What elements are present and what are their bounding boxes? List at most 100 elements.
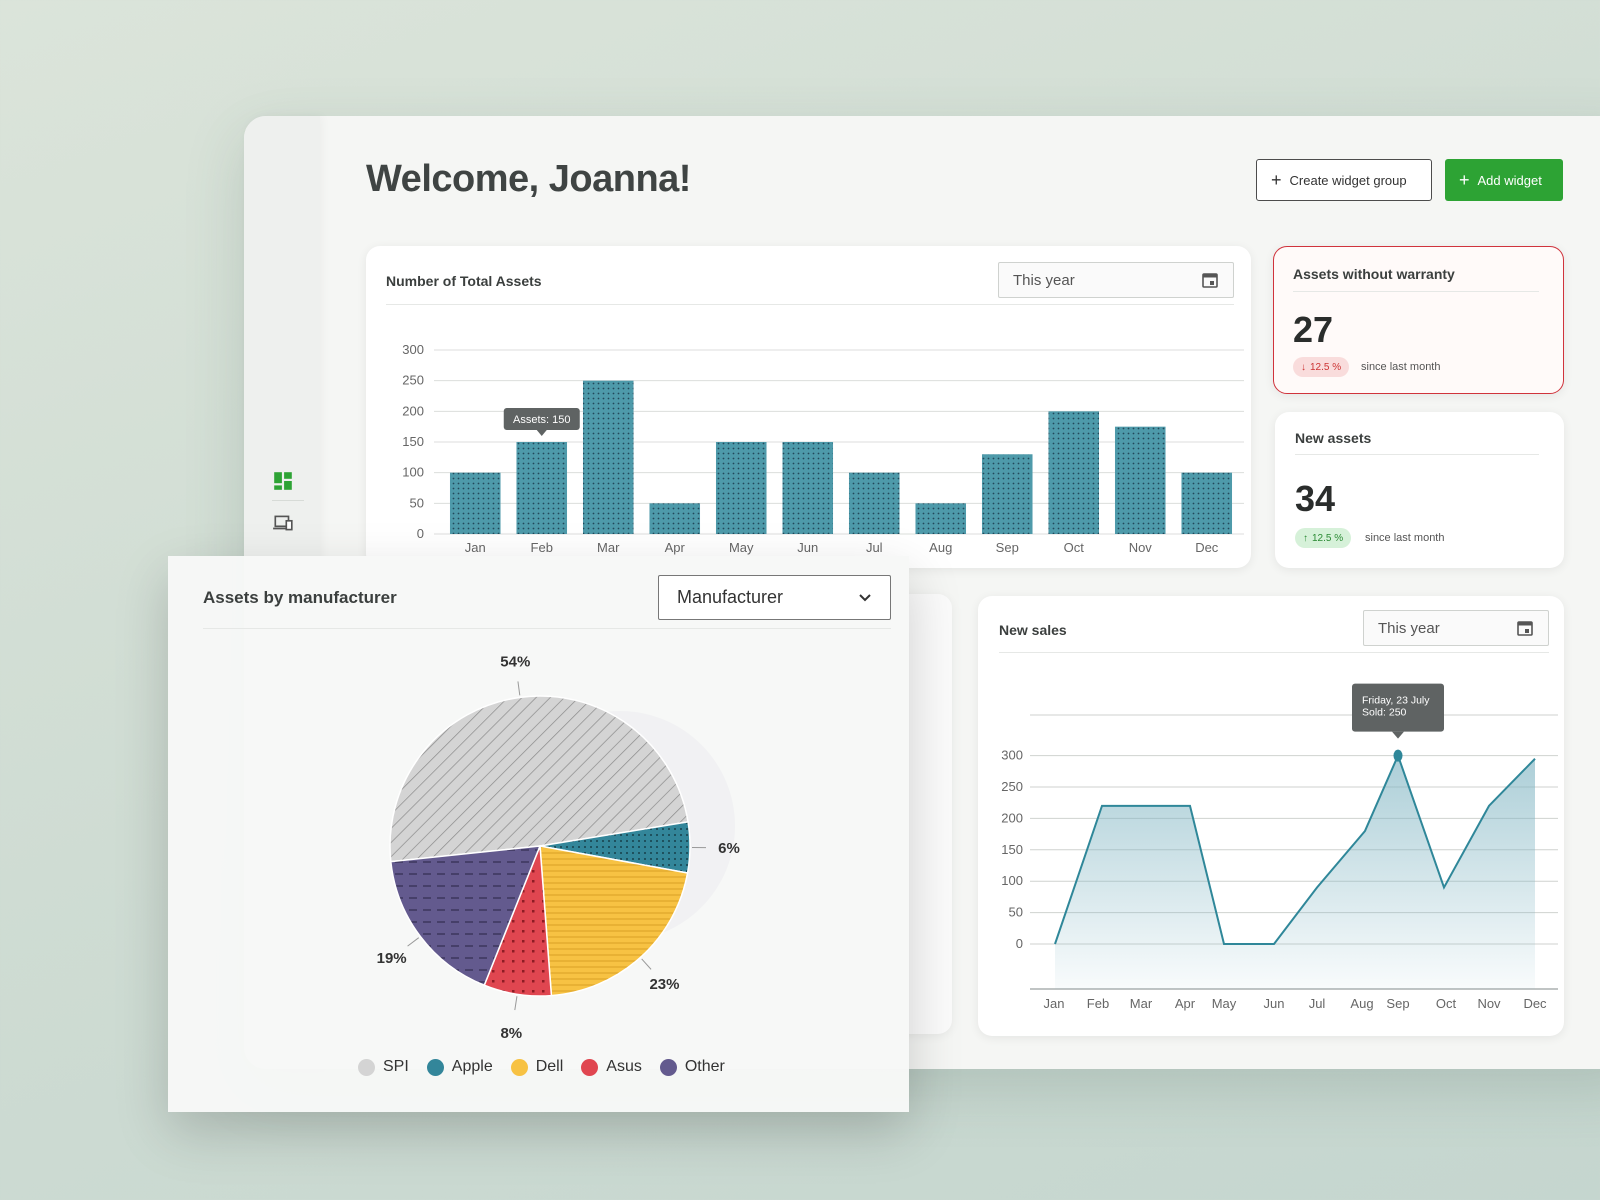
status-badge: ↑ 12.5 % (1295, 528, 1352, 548)
legend-label: Dell (535, 1058, 564, 1075)
card-divider (1295, 454, 1539, 455)
manufacturer-select-value: Manufacturer (677, 587, 784, 607)
card-divider (386, 304, 1234, 305)
page-title: Welcome, Joanna! (366, 158, 691, 200)
y-tick-label: 0 (417, 526, 424, 541)
new-assets-value: 34 (1295, 478, 1336, 519)
x-tick-label: Dec (1523, 996, 1547, 1011)
add-widget-button[interactable]: + Add widget (1445, 159, 1563, 201)
new-sales-period-select[interactable]: This year (1363, 610, 1549, 646)
status-badge: ↓ 12.5 % (1293, 357, 1350, 377)
new-assets-title: New assets (1295, 430, 1372, 446)
card-divider (1293, 291, 1539, 292)
y-tick-label: 0 (1016, 936, 1023, 951)
create-widget-group-button[interactable]: + Create widget group (1256, 159, 1432, 201)
bar (848, 472, 900, 534)
sidebar-separator (272, 500, 304, 501)
series-line (1054, 752, 1536, 945)
area-chart: 0 50 100 150 200 250 300 Jan Feb Mar Apr May Jun Jul A… (1001, 683, 1558, 1011)
new-sales-title: New sales (999, 622, 1067, 638)
y-tick-label: 150 (1001, 842, 1023, 857)
y-tick-label: 200 (402, 403, 424, 418)
x-tick-label: Feb (1087, 996, 1109, 1011)
pie-chart: 54% 6% 23% 8% 19% (377, 654, 740, 1042)
legend-item-other[interactable]: Other (659, 1058, 725, 1076)
x-tick-label: Oct (1436, 996, 1457, 1011)
pie-value-label: 19% (377, 950, 407, 967)
chevron-down-icon (859, 593, 871, 601)
bar (981, 454, 1033, 534)
legend-label: Asus (606, 1058, 642, 1075)
y-tick-label: 150 (402, 434, 424, 449)
legend-item-spi[interactable]: SPI (358, 1058, 409, 1076)
legend-dot (510, 1058, 528, 1076)
warranty-since: since last month (1361, 361, 1441, 373)
warranty-change: 12.5 % (1310, 361, 1342, 373)
manufacturer-card: Assets by manufacturer Manufacturer (168, 556, 909, 1112)
legend-item-asus[interactable]: Asus (581, 1058, 642, 1076)
y-tick-label: 200 (1001, 810, 1023, 825)
bar (715, 442, 767, 534)
legend-dot (581, 1058, 599, 1076)
legend-label: Apple (451, 1058, 493, 1075)
total-assets-card: Number of Total Assets This year 0 50 100 1… (366, 246, 1251, 568)
x-tick-label: Sep (1386, 996, 1409, 1011)
manufacturer-select[interactable]: Manufacturer (658, 575, 891, 620)
x-tick-label: Jul (1309, 996, 1326, 1011)
x-tick-label: Apr (1175, 996, 1196, 1011)
legend-label: Other (684, 1058, 725, 1075)
tooltip-text: Assets: 150 (513, 414, 570, 426)
x-tick-label: Nov (1129, 540, 1153, 555)
x-tick-label: May (729, 540, 754, 555)
create-widget-group-label: Create widget group (1289, 172, 1407, 188)
y-tick-label: 50 (410, 495, 424, 510)
pie-slice (389, 845, 542, 987)
total-assets-title: Number of Total Assets (386, 273, 542, 289)
x-tick-label: Feb (531, 540, 553, 555)
card-divider (203, 628, 891, 629)
arrow-up-icon: ↑ (1303, 532, 1308, 544)
x-tick-label: May (1212, 996, 1237, 1011)
label-leader (407, 937, 420, 947)
legend-dot (358, 1058, 375, 1076)
bar (1114, 426, 1166, 534)
y-tick-label: 50 (1009, 905, 1023, 920)
x-tick-label: Nov (1477, 996, 1501, 1011)
label-leader (641, 958, 652, 970)
x-tick-label: Mar (1130, 996, 1153, 1011)
x-tick-label: Sep (996, 540, 1019, 555)
arrow-down-icon: ↓ (1301, 361, 1306, 373)
x-tick-label: Mar (597, 540, 620, 555)
pie-value-label: 23% (649, 976, 679, 993)
dashboard-icon[interactable] (272, 470, 294, 492)
legend-item-apple[interactable]: Apple (426, 1058, 493, 1076)
period-value: This year (1378, 619, 1440, 637)
plus-icon: + (1271, 170, 1282, 190)
pie-slice (389, 695, 689, 863)
new-assets-change: 12.5 % (1312, 532, 1344, 544)
calendar-icon (1517, 621, 1533, 636)
bar (1048, 411, 1100, 534)
new-assets-since: since last month (1365, 532, 1445, 544)
bar-chart: 0 50 100 150 200 250 300 Jan Feb Mar Apr May Jun Jul A… (402, 342, 1244, 555)
devices-icon[interactable] (272, 512, 294, 534)
bar (782, 442, 834, 534)
warranty-value: 27 (1293, 309, 1334, 350)
y-tick-label: 300 (1001, 748, 1023, 763)
warranty-title: Assets without warranty (1293, 266, 1455, 282)
plus-icon: + (1459, 170, 1470, 190)
bar (649, 503, 701, 534)
bar (915, 503, 967, 534)
x-tick-label: Jun (1264, 996, 1285, 1011)
total-assets-period-select[interactable]: This year (998, 262, 1234, 298)
tooltip-text: Friday, 23 July (1362, 695, 1430, 707)
bar (516, 442, 568, 534)
legend-item-dell[interactable]: Dell (510, 1058, 564, 1076)
y-tick-label: 100 (402, 465, 424, 480)
legend-dot (426, 1058, 444, 1076)
manufacturer-title: Assets by manufacturer (203, 588, 397, 607)
warranty-card: Assets without warranty 27 ↓ 12.5 % sinc… (1273, 246, 1564, 394)
bar (449, 472, 501, 534)
new-sales-card: New sales This year 0 50 100 150 200 250 300 Ja… (978, 596, 1564, 1036)
